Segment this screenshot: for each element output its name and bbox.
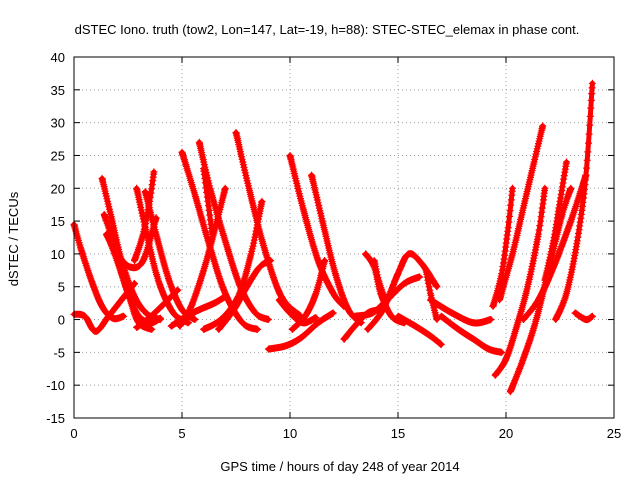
x-tick-label: 20 [499, 426, 513, 441]
y-tick-label: 35 [51, 83, 65, 98]
series-arc-9 [133, 286, 182, 331]
series-arc-40 [571, 309, 596, 324]
x-tick-label: 25 [607, 426, 621, 441]
series-arc-38 [552, 79, 596, 323]
series-markers [519, 171, 590, 323]
y-axis-label: dSTEC / TECUs [6, 191, 21, 286]
x-tick-label: 5 [178, 426, 185, 441]
y-tick-label: -5 [53, 345, 65, 360]
series-arc-15 [200, 165, 216, 238]
series-markers [167, 293, 229, 330]
series-arc-37 [541, 158, 570, 284]
series-arc-35 [489, 184, 516, 310]
series-markers [541, 158, 570, 284]
y-tick-label: 25 [51, 148, 65, 163]
chart-title: dSTEC Iono. truth (tow2, Lon=147, Lat=-1… [75, 22, 580, 37]
series-markers [215, 257, 275, 333]
series-arc-18 [215, 257, 275, 333]
series-arc-10 [131, 168, 158, 264]
series-layer [70, 79, 596, 396]
series-markers [275, 296, 320, 327]
plot-frame [73, 56, 615, 419]
tick-labels: 0 5 10 15 20 25 -15 -10 -5 0 5 10 15 20 25 30 35 40 [46, 50, 621, 441]
y-tick-label: 20 [51, 181, 65, 196]
series-arc-36 [496, 122, 547, 304]
tick-marks [73, 56, 615, 419]
y-tick-label: 30 [51, 116, 65, 131]
series-arc-32 [426, 296, 495, 327]
series-markers [437, 312, 506, 356]
series-arc-33 [491, 184, 549, 379]
series-arc-23 [275, 296, 320, 327]
series-arc-14 [167, 293, 229, 330]
series-arc-39 [519, 171, 590, 323]
series-markers [489, 184, 516, 310]
series-markers [200, 165, 216, 238]
series-markers [426, 296, 495, 327]
y-tick-label: -10 [46, 378, 65, 393]
x-tick-label: 10 [283, 426, 297, 441]
series-markers [264, 309, 337, 353]
y-tick-label: 40 [51, 50, 65, 65]
series-arc-19 [264, 309, 337, 353]
y-tick-label: 10 [51, 247, 65, 262]
series-markers [496, 122, 547, 304]
y-tick-label: -15 [46, 411, 65, 426]
series-arc-28 [370, 257, 389, 304]
series-markers [131, 168, 158, 264]
series-markers [133, 286, 182, 331]
series-markers [571, 309, 596, 324]
series-markers [370, 257, 389, 304]
series-markers [491, 184, 549, 379]
y-tick-label: 5 [58, 280, 65, 295]
series-markers [364, 250, 441, 333]
x-tick-label: 15 [391, 426, 405, 441]
x-tick-label: 0 [70, 426, 77, 441]
series-arc-29 [394, 312, 445, 348]
x-axis-label: GPS time / hours of day 248 of year 2014 [220, 459, 459, 474]
series-arc-31 [437, 312, 506, 356]
y-tick-label: 0 [58, 313, 65, 328]
series-markers [394, 312, 445, 348]
y-tick-label: 15 [51, 214, 65, 229]
